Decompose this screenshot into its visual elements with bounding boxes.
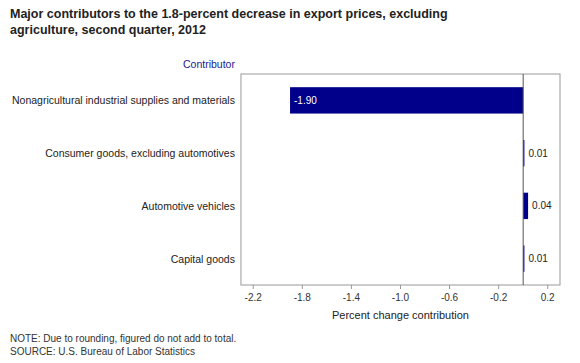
data-label: 0.01 bbox=[528, 148, 548, 159]
x-tick-label: -0.2 bbox=[490, 292, 508, 303]
category-label: Nonagricultural industrial supplies and … bbox=[12, 94, 235, 106]
x-axis-label: Percent change contribution bbox=[332, 309, 469, 321]
x-tick-label: -1.0 bbox=[392, 292, 410, 303]
zero-line bbox=[523, 74, 524, 285]
x-tick-label: -2.2 bbox=[245, 292, 263, 303]
x-tick-label: 0.2 bbox=[541, 292, 555, 303]
data-label: -1.90 bbox=[294, 95, 317, 106]
x-tick bbox=[498, 285, 499, 289]
x-tick-label: -1.8 bbox=[294, 292, 312, 303]
title: Major contributors to the 1.8-percent de… bbox=[10, 7, 448, 37]
note: NOTE: Due to rounding, figured do not ad… bbox=[10, 333, 236, 344]
bar bbox=[290, 87, 523, 113]
category-label: Capital goods bbox=[171, 253, 235, 265]
category-label: Automotive vehicles bbox=[142, 200, 235, 212]
x-tick bbox=[547, 285, 548, 289]
chart: Major contributors to the 1.8-percent de… bbox=[0, 0, 580, 363]
x-tick bbox=[302, 285, 303, 289]
data-label: 0.04 bbox=[532, 200, 552, 211]
category-label: Consumer goods, excluding automotives bbox=[45, 147, 235, 159]
x-tick-label: -1.4 bbox=[343, 292, 361, 303]
x-tick bbox=[449, 285, 450, 289]
x-tick bbox=[400, 285, 401, 289]
note: SOURCE: U.S. Bureau of Labor Statistics bbox=[10, 346, 195, 357]
bars bbox=[290, 87, 528, 272]
bar bbox=[523, 193, 528, 219]
x-tick bbox=[351, 285, 352, 289]
plot-frame bbox=[241, 74, 560, 285]
x-tick-label: -0.6 bbox=[441, 292, 459, 303]
x-tick bbox=[253, 285, 254, 289]
y-axis-label: Contributor bbox=[183, 58, 235, 70]
data-label: 0.01 bbox=[528, 253, 548, 264]
title-line: Major contributors to the 1.8-percent de… bbox=[10, 7, 448, 21]
title-line: agriculture, second quarter, 2012 bbox=[10, 23, 206, 37]
